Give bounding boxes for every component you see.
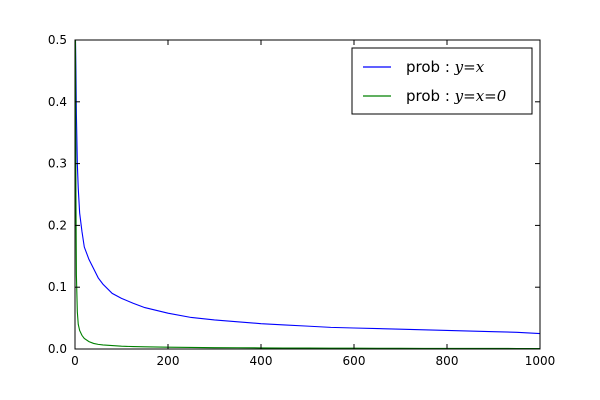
series-line-1	[74, 39, 541, 335]
x-tick-label: 400	[250, 354, 273, 368]
y-tick-label: 0.1	[48, 280, 67, 294]
y-tick-label: 0.0	[48, 342, 67, 356]
x-tick-label: 200	[157, 354, 180, 368]
x-tick-label: 0	[71, 354, 79, 368]
legend-math-2: y=x=0	[454, 87, 507, 105]
x-tick-label: 1000	[525, 354, 556, 368]
legend-label-1: prob : y=x	[406, 58, 485, 76]
x-tick-label: 800	[436, 354, 459, 368]
legend-box	[351, 47, 533, 115]
y-tick-label: 0.3	[48, 157, 67, 171]
legend-label-2: prob : y=x=0	[406, 87, 507, 105]
plot-frame	[74, 39, 541, 350]
y-tick-label: 0.5	[48, 33, 67, 47]
x-tick-label: 600	[343, 354, 366, 368]
y-tick-label: 0.2	[48, 218, 67, 232]
legend: prob : y=x prob : y=x=0	[351, 47, 533, 115]
y-tick-label: 0.4	[48, 95, 67, 109]
ticks-layer: 0 200 400 600 800 1000 0.0 0.1 0.2 0.3 0.4 0.5	[48, 33, 555, 368]
legend-math-1: y=x	[454, 58, 485, 76]
